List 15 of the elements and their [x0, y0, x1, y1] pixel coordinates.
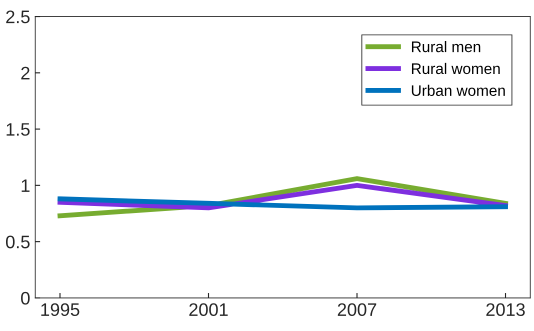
- line-series: [58, 182, 508, 210]
- x-tick-label: 2013: [486, 303, 525, 316]
- y-tick-label: 2: [21, 66, 30, 80]
- legend-label: Rural women: [412, 62, 500, 74]
- y-tick-label: 1: [22, 179, 30, 192]
- legend-label: Rural men: [412, 40, 480, 52]
- legend-label: Urban women: [412, 84, 505, 96]
- x-tick-label: 2001: [189, 303, 228, 316]
- y-tick-label: 1.5: [6, 123, 30, 136]
- x-tick-label: 2007: [338, 303, 376, 316]
- line-series: [58, 196, 508, 210]
- y-tick-label: 2.5: [6, 10, 30, 24]
- x-tick-label: 1995: [41, 303, 80, 316]
- y-tick-label: 0: [21, 292, 30, 305]
- y-tick-label: 0.5: [6, 236, 30, 248]
